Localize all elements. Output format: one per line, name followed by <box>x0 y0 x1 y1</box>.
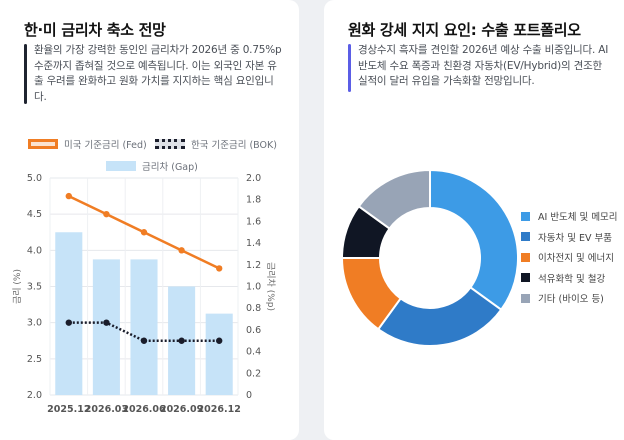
bok-point <box>216 337 223 344</box>
legend-bok[interactable]: 한국 기준금리 (BOK) <box>155 137 277 151</box>
donut-legend-swatch <box>521 252 530 262</box>
donut-legend-label: 기타 (바이오 등) <box>538 294 604 305</box>
donut-legend-label: AI 반도체 및 메모리 <box>538 212 618 223</box>
y2-axis-label: 금리차 (%p) <box>265 262 277 311</box>
donut-legend-item[interactable]: 자동차 및 EV 부품 <box>521 230 612 244</box>
export-donut-chart <box>340 168 519 347</box>
y2-tick-label: 1.6 <box>246 216 261 227</box>
y2-tick-label: 1.8 <box>246 195 261 206</box>
donut-legend-label: 이차전지 및 에너지 <box>538 253 614 264</box>
rate-gap-chart: 2.0 2.5 3.0 3.5 4.0 4.5 5.0 0 0.2 0.4 0.6 0.8 1.0 1.2… <box>12 173 277 415</box>
donut-legend-label: 석유화학 및 철강 <box>538 273 606 285</box>
left-accent-bar <box>24 44 27 104</box>
gap-bar <box>130 259 158 395</box>
donut-legend-item[interactable]: 기타 (바이오 등) <box>521 291 604 305</box>
legend-gap-swatch <box>106 161 136 171</box>
y-tick-label: 4.5 <box>27 209 42 220</box>
gap-bar <box>205 313 233 395</box>
fed-point <box>140 229 148 236</box>
y2-tick-label: 0.4 <box>246 347 261 358</box>
y-tick-label: 2.0 <box>27 390 42 401</box>
left-card-title: 한·미 금리차 축소 전망 <box>24 21 166 39</box>
donut-legend-item[interactable]: 석유화학 및 철강 <box>521 271 605 285</box>
donut-slice <box>429 168 519 312</box>
legend-bok-label: 한국 기준금리 (BOK) <box>191 140 277 151</box>
fed-point <box>178 247 185 254</box>
x-tick-label: 2026.09 <box>160 404 203 415</box>
legend-bok-swatch <box>155 139 185 149</box>
y2-tick-label: 0.2 <box>246 368 261 379</box>
donut-legend-item[interactable]: AI 반도체 및 메모리 <box>521 209 618 223</box>
y-tick-label: 3.0 <box>27 318 42 329</box>
donut-legend-swatch <box>521 211 530 221</box>
legend-fed-label: 미국 기준금리 (Fed) <box>64 140 147 151</box>
bok-point <box>178 337 185 344</box>
donut-legend-swatch <box>521 273 530 282</box>
right-card-description: 경상수지 흑자를 견인할 2026년 예상 수출 비중입니다. AI 반도체 수… <box>358 44 609 87</box>
y-axis-label: 금리 (%) <box>12 269 23 304</box>
fed-point <box>103 210 110 218</box>
donut-legend-item[interactable]: 이차전지 및 에너지 <box>521 250 614 264</box>
bok-point <box>65 319 73 326</box>
legend-fed[interactable]: 미국 기준금리 (Fed) <box>28 137 147 151</box>
legend-fed-swatch <box>28 139 58 149</box>
y2-tick-label: 2.0 <box>246 173 261 184</box>
donut-legend-swatch <box>521 232 530 241</box>
y-tick-label: 5.0 <box>27 173 42 184</box>
x-tick-label: 2026.12 <box>198 404 241 415</box>
y2-tick-label: 1.4 <box>246 238 261 249</box>
y2-tick-label: 1.2 <box>246 260 261 271</box>
x-tick-label: 2026.03 <box>85 404 128 415</box>
left-card-description: 환율의 가장 강력한 동인인 금리차가 2026년 중 0.75%p 수준까지 … <box>34 44 282 103</box>
y-tick-label: 4.0 <box>27 245 42 256</box>
y-tick-label: 2.5 <box>27 354 42 365</box>
fed-point <box>65 192 73 200</box>
gap-bar <box>92 259 120 395</box>
right-card-title: 원화 강세 지지 요인: 수출 포트폴리오 <box>348 21 581 39</box>
legend-gap[interactable]: 금리차 (Gap) <box>106 159 198 173</box>
bok-point <box>103 319 110 326</box>
bok-point <box>140 337 148 344</box>
x-tick-label: 2025.12 <box>47 404 90 415</box>
y2-tick-label: 0.6 <box>246 325 261 336</box>
legend-gap-label: 금리차 (Gap) <box>142 162 198 173</box>
y2-tick-label: 0.8 <box>246 303 261 314</box>
donut-slice <box>357 168 431 231</box>
y-tick-label: 3.5 <box>27 282 42 293</box>
gap-bar <box>55 232 83 395</box>
donut-legend-label: 자동차 및 EV 부품 <box>538 232 613 244</box>
right-accent-bar <box>348 44 351 92</box>
x-tick-label: 2026.06 <box>122 404 166 415</box>
y2-tick-label: 0 <box>246 390 252 401</box>
bok-line <box>68 321 220 342</box>
y2-tick-label: 1.0 <box>246 282 261 293</box>
fed-point <box>216 265 223 272</box>
donut-legend-swatch <box>521 293 530 303</box>
